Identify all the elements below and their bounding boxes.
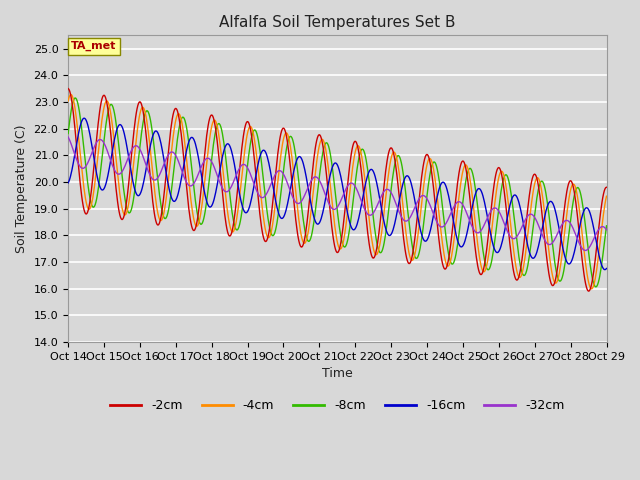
X-axis label: Time: Time <box>322 367 353 380</box>
Title: Alfalfa Soil Temperatures Set B: Alfalfa Soil Temperatures Set B <box>219 15 456 30</box>
Text: TA_met: TA_met <box>71 41 116 51</box>
Legend: -2cm, -4cm, -8cm, -16cm, -32cm: -2cm, -4cm, -8cm, -16cm, -32cm <box>105 394 570 417</box>
Y-axis label: Soil Temperature (C): Soil Temperature (C) <box>15 124 28 253</box>
